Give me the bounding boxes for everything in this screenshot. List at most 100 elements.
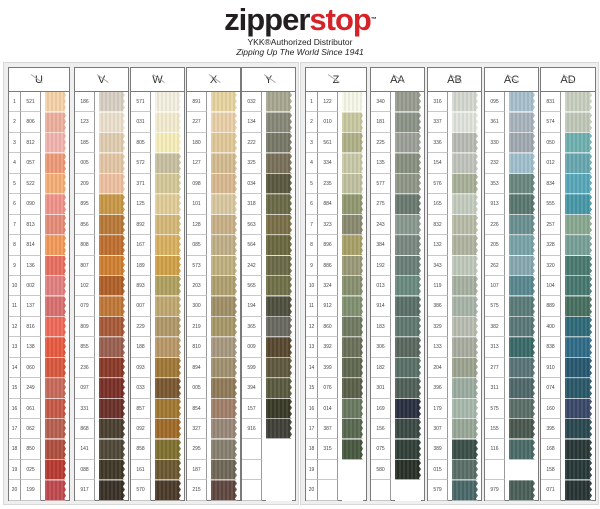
color-swatch xyxy=(211,439,237,460)
shade-code: 012 xyxy=(541,153,561,174)
shade-code: 563 xyxy=(242,214,262,236)
color-swatch xyxy=(342,296,363,317)
color-swatch xyxy=(342,214,363,236)
shade-code xyxy=(318,480,338,501)
shade-row: 396 xyxy=(428,378,481,399)
shade-row: 12 816 xyxy=(9,316,69,338)
row-number: 5 xyxy=(9,173,21,195)
row-number: 4 xyxy=(9,153,21,174)
row-number: 17 xyxy=(306,419,318,440)
color-swatch xyxy=(211,112,237,133)
shade-code: 136 xyxy=(21,255,41,276)
shade-code: 236 xyxy=(75,357,95,379)
color-swatch xyxy=(266,357,292,379)
color-swatch xyxy=(395,419,421,440)
shade-row: 188 xyxy=(131,337,184,358)
row-number: 3 xyxy=(306,132,318,154)
color-swatch xyxy=(99,480,125,501)
shade-row: 154 xyxy=(428,153,481,174)
shade-code: 810 xyxy=(187,337,207,358)
shade-code: 323 xyxy=(318,214,338,236)
shade-row: 15 076 xyxy=(306,378,366,399)
shade-code: 361 xyxy=(485,112,505,133)
color-swatch xyxy=(395,194,421,215)
color-swatch xyxy=(45,439,66,460)
color-swatch xyxy=(565,214,592,236)
shade-code: 137 xyxy=(21,296,41,317)
shade-code: 071 xyxy=(541,480,561,501)
shade-row: 13 392 xyxy=(306,337,366,358)
shade-row: 3 812 xyxy=(9,132,69,154)
shade-code: 188 xyxy=(131,337,151,358)
row-number: 12 xyxy=(306,316,318,338)
shade-code: 572 xyxy=(131,153,151,174)
color-swatch xyxy=(509,398,535,419)
shade-code: 328 xyxy=(541,235,561,256)
color-swatch xyxy=(565,255,592,276)
shade-code: 229 xyxy=(131,316,151,338)
shade-row: 104 xyxy=(541,275,595,297)
color-card-right: Z 1 122 2 010 3 561 4 334 5 235 6 884 7 323 8 896 9 886 10 3… xyxy=(300,62,599,505)
shade-row: 331 xyxy=(75,398,128,419)
color-swatch xyxy=(395,112,421,133)
shade-code: 832 xyxy=(428,214,448,236)
shade-row: 6 090 xyxy=(9,194,69,215)
shade-row: 325 xyxy=(242,153,295,174)
shade-code: 032 xyxy=(242,92,262,113)
color-swatch xyxy=(155,378,181,399)
shade-code: 315 xyxy=(318,439,338,460)
color-swatch xyxy=(266,378,292,399)
column-header: Z xyxy=(306,68,366,92)
color-swatch xyxy=(99,439,125,460)
shade-row: 3 561 xyxy=(306,132,366,154)
shade-column-ad: AD 831 574 050 012 834 555 257 328 320 104 889 400 83… xyxy=(540,67,596,501)
shade-code: 320 xyxy=(541,255,561,276)
shade-code: 912 xyxy=(318,296,338,317)
shade-row: 243 xyxy=(371,214,424,236)
color-swatch xyxy=(342,235,363,256)
color-swatch xyxy=(211,255,237,276)
shade-row: 165 xyxy=(428,194,481,215)
shade-row: 313 xyxy=(485,337,538,358)
shade-row: 857 xyxy=(131,398,184,419)
shade-code: 161 xyxy=(131,459,151,481)
shade-code: 226 xyxy=(485,214,505,236)
shade-row: 034 xyxy=(242,173,295,195)
shade-row: 382 xyxy=(485,316,538,338)
color-swatch xyxy=(342,275,363,297)
shade-row: 127 xyxy=(187,153,240,174)
shade-row: 116 xyxy=(485,439,538,460)
shade-code: 311 xyxy=(485,378,505,399)
shade-row: 097 xyxy=(75,378,128,399)
logo-wordmark: zipperstop™ xyxy=(0,4,600,36)
shade-code: 123 xyxy=(75,112,95,133)
shade-row: 005 xyxy=(187,378,240,399)
color-swatch xyxy=(565,173,592,195)
shade-code: 331 xyxy=(75,398,95,419)
shade-code: 074 xyxy=(541,378,561,399)
shade-row: 182 xyxy=(371,357,424,379)
shade-code: 135 xyxy=(371,153,391,174)
color-swatch xyxy=(395,296,421,317)
color-swatch xyxy=(211,480,237,501)
color-swatch xyxy=(509,132,535,154)
shade-code: 387 xyxy=(318,419,338,440)
color-swatch xyxy=(342,316,363,338)
shade-code: 850 xyxy=(21,439,41,460)
shade-row: 9 886 xyxy=(306,255,366,276)
row-number: 17 xyxy=(9,419,21,440)
shade-code: 098 xyxy=(187,173,207,195)
color-swatch xyxy=(155,235,181,256)
shade-row: 343 xyxy=(428,255,481,276)
shade-code: 889 xyxy=(541,296,561,317)
color-swatch xyxy=(452,112,478,133)
shade-row: 257 xyxy=(541,214,595,236)
shade-row xyxy=(242,480,295,501)
color-swatch xyxy=(45,357,66,379)
shade-code: 209 xyxy=(75,173,95,195)
shade-code: 914 xyxy=(371,296,391,317)
shade-row: 894 xyxy=(187,357,240,379)
shade-row: 132 xyxy=(428,235,481,256)
shade-code: 577 xyxy=(371,173,391,195)
shade-code: 522 xyxy=(21,173,41,195)
